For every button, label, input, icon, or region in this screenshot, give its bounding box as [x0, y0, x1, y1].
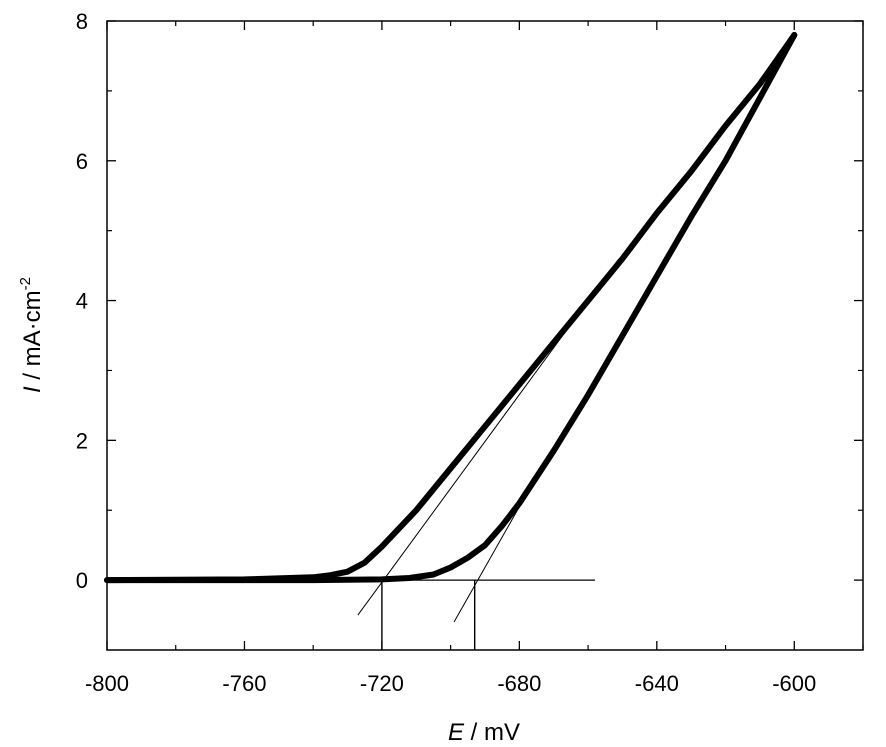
series — [104, 32, 798, 584]
y-tick-label: 6 — [76, 149, 88, 174]
plot-frame — [106, 20, 864, 651]
y-axis-title-superscript: -2 — [17, 277, 34, 290]
y-tick-label: 8 — [76, 9, 88, 34]
x-tick-label: -760 — [222, 671, 266, 696]
x-tick-label: -720 — [360, 671, 404, 696]
y-axis-title-rest: / mA·cm — [19, 290, 46, 386]
y-tick-labels: 0 2 4 6 8 — [76, 9, 88, 593]
minor-ticks — [107, 21, 864, 650]
x-tick-label: -640 — [635, 671, 679, 696]
y-axis-title-italic: I — [19, 386, 46, 393]
tangent-line — [453, 506, 520, 623]
series-line-reverse-scan — [104, 32, 798, 584]
series-line-forward-scan — [104, 32, 798, 584]
y-axis-title: I / mA·cm-2 — [17, 277, 46, 393]
major-ticks — [106, 20, 863, 650]
annotations — [107, 258, 620, 650]
x-axis-title: E / mV — [448, 719, 520, 746]
x-tick-label: -680 — [497, 671, 541, 696]
y-tick-label: 0 — [76, 568, 88, 593]
x-axis-title-italic: E — [448, 719, 465, 746]
x-tick-label: -800 — [85, 671, 129, 696]
x-tick-labels: -800 -760 -720 -680 -640 -600 — [85, 671, 816, 696]
x-tick-label: -600 — [772, 671, 816, 696]
x-axis-title-rest: / mV — [464, 719, 520, 746]
y-tick-label: 2 — [76, 428, 88, 453]
y-tick-label: 4 — [76, 289, 88, 314]
